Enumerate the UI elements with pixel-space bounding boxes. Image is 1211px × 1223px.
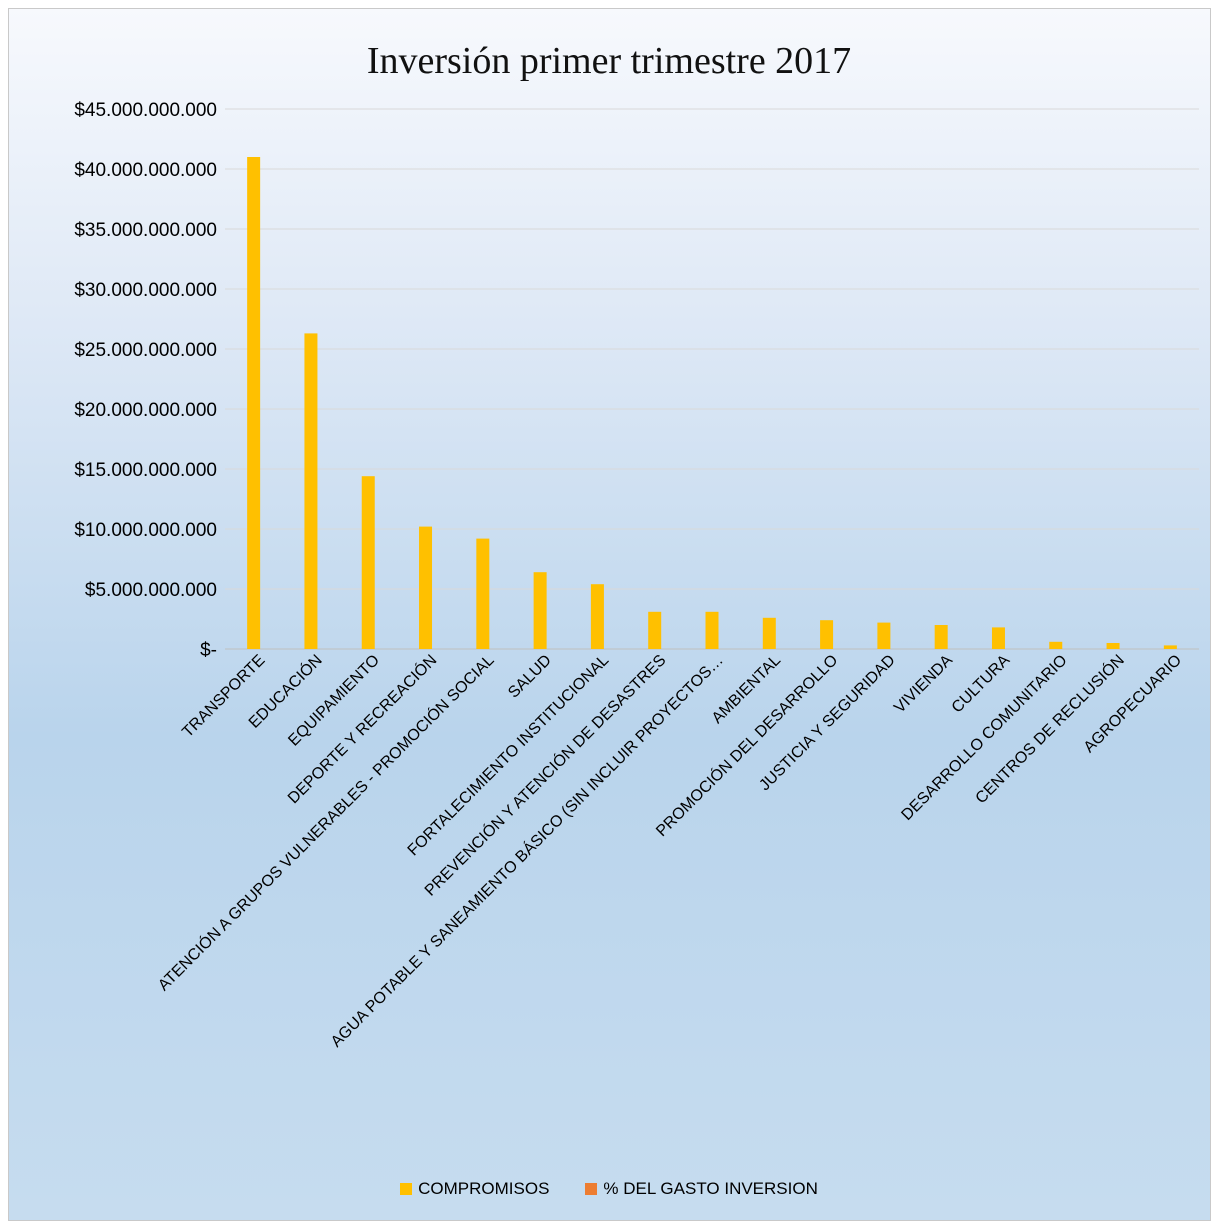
bar-compromisos bbox=[1163, 645, 1177, 649]
bar-compromisos bbox=[705, 611, 719, 649]
bar-compromisos bbox=[361, 476, 375, 649]
x-tick-label: FORTALECIMIENTO INSTITUCIONAL bbox=[405, 652, 613, 860]
bar-compromisos bbox=[419, 526, 433, 649]
legend: COMPROMISOS % DEL GASTO INVERSION bbox=[9, 1179, 1209, 1199]
y-tick-label: $20.000.000.000 bbox=[74, 400, 217, 421]
y-tick-label: $15.000.000.000 bbox=[74, 460, 217, 481]
bar-compromisos bbox=[877, 622, 891, 649]
y-tick-label: $35.000.000.000 bbox=[74, 220, 217, 241]
bar-compromisos bbox=[991, 627, 1005, 649]
y-tick-label: $45.000.000.000 bbox=[74, 100, 217, 121]
legend-swatch-gasto-inversion bbox=[585, 1183, 598, 1195]
legend-swatch-compromisos bbox=[400, 1183, 413, 1195]
bar-compromisos bbox=[247, 157, 261, 649]
y-tick-label: $5.000.000.000 bbox=[85, 580, 217, 601]
legend-item-gasto-inversion: % DEL GASTO INVERSION bbox=[585, 1179, 818, 1199]
y-tick-label: $- bbox=[200, 640, 217, 661]
x-tick-label: SALUD bbox=[505, 652, 555, 702]
bar-compromisos bbox=[476, 538, 490, 649]
legend-item-compromisos: COMPROMISOS bbox=[400, 1179, 549, 1199]
chart-area: Inversión primer trimestre 2017 $- $5.000… bbox=[8, 8, 1211, 1221]
bar-compromisos bbox=[1106, 643, 1120, 649]
bar-compromisos bbox=[762, 617, 776, 649]
bar-compromisos bbox=[533, 572, 547, 649]
y-tick-label: $40.000.000.000 bbox=[74, 160, 217, 181]
legend-label-gasto-inversion: % DEL GASTO INVERSION bbox=[603, 1179, 818, 1198]
x-tick-label: VIVIENDA bbox=[891, 652, 956, 717]
bar-compromisos bbox=[590, 584, 604, 649]
bar-compromisos bbox=[648, 611, 662, 649]
y-tick-label: $30.000.000.000 bbox=[74, 280, 217, 301]
x-tick-label: AGROPECUARIO bbox=[1081, 652, 1185, 756]
bar-compromisos bbox=[820, 620, 834, 649]
legend-label-compromisos: COMPROMISOS bbox=[418, 1179, 550, 1198]
y-tick-label: $25.000.000.000 bbox=[74, 340, 217, 361]
y-tick-label: $10.000.000.000 bbox=[74, 520, 217, 541]
plot-svg: $- $5.000.000.000 $10.000.000.000 $15.000.0… bbox=[74, 100, 1199, 1051]
bar-compromisos bbox=[934, 625, 948, 649]
bar-compromisos bbox=[304, 333, 318, 649]
bar-compromisos bbox=[1049, 641, 1063, 649]
chart-title: Inversión primer trimestre 2017 bbox=[366, 40, 852, 82]
